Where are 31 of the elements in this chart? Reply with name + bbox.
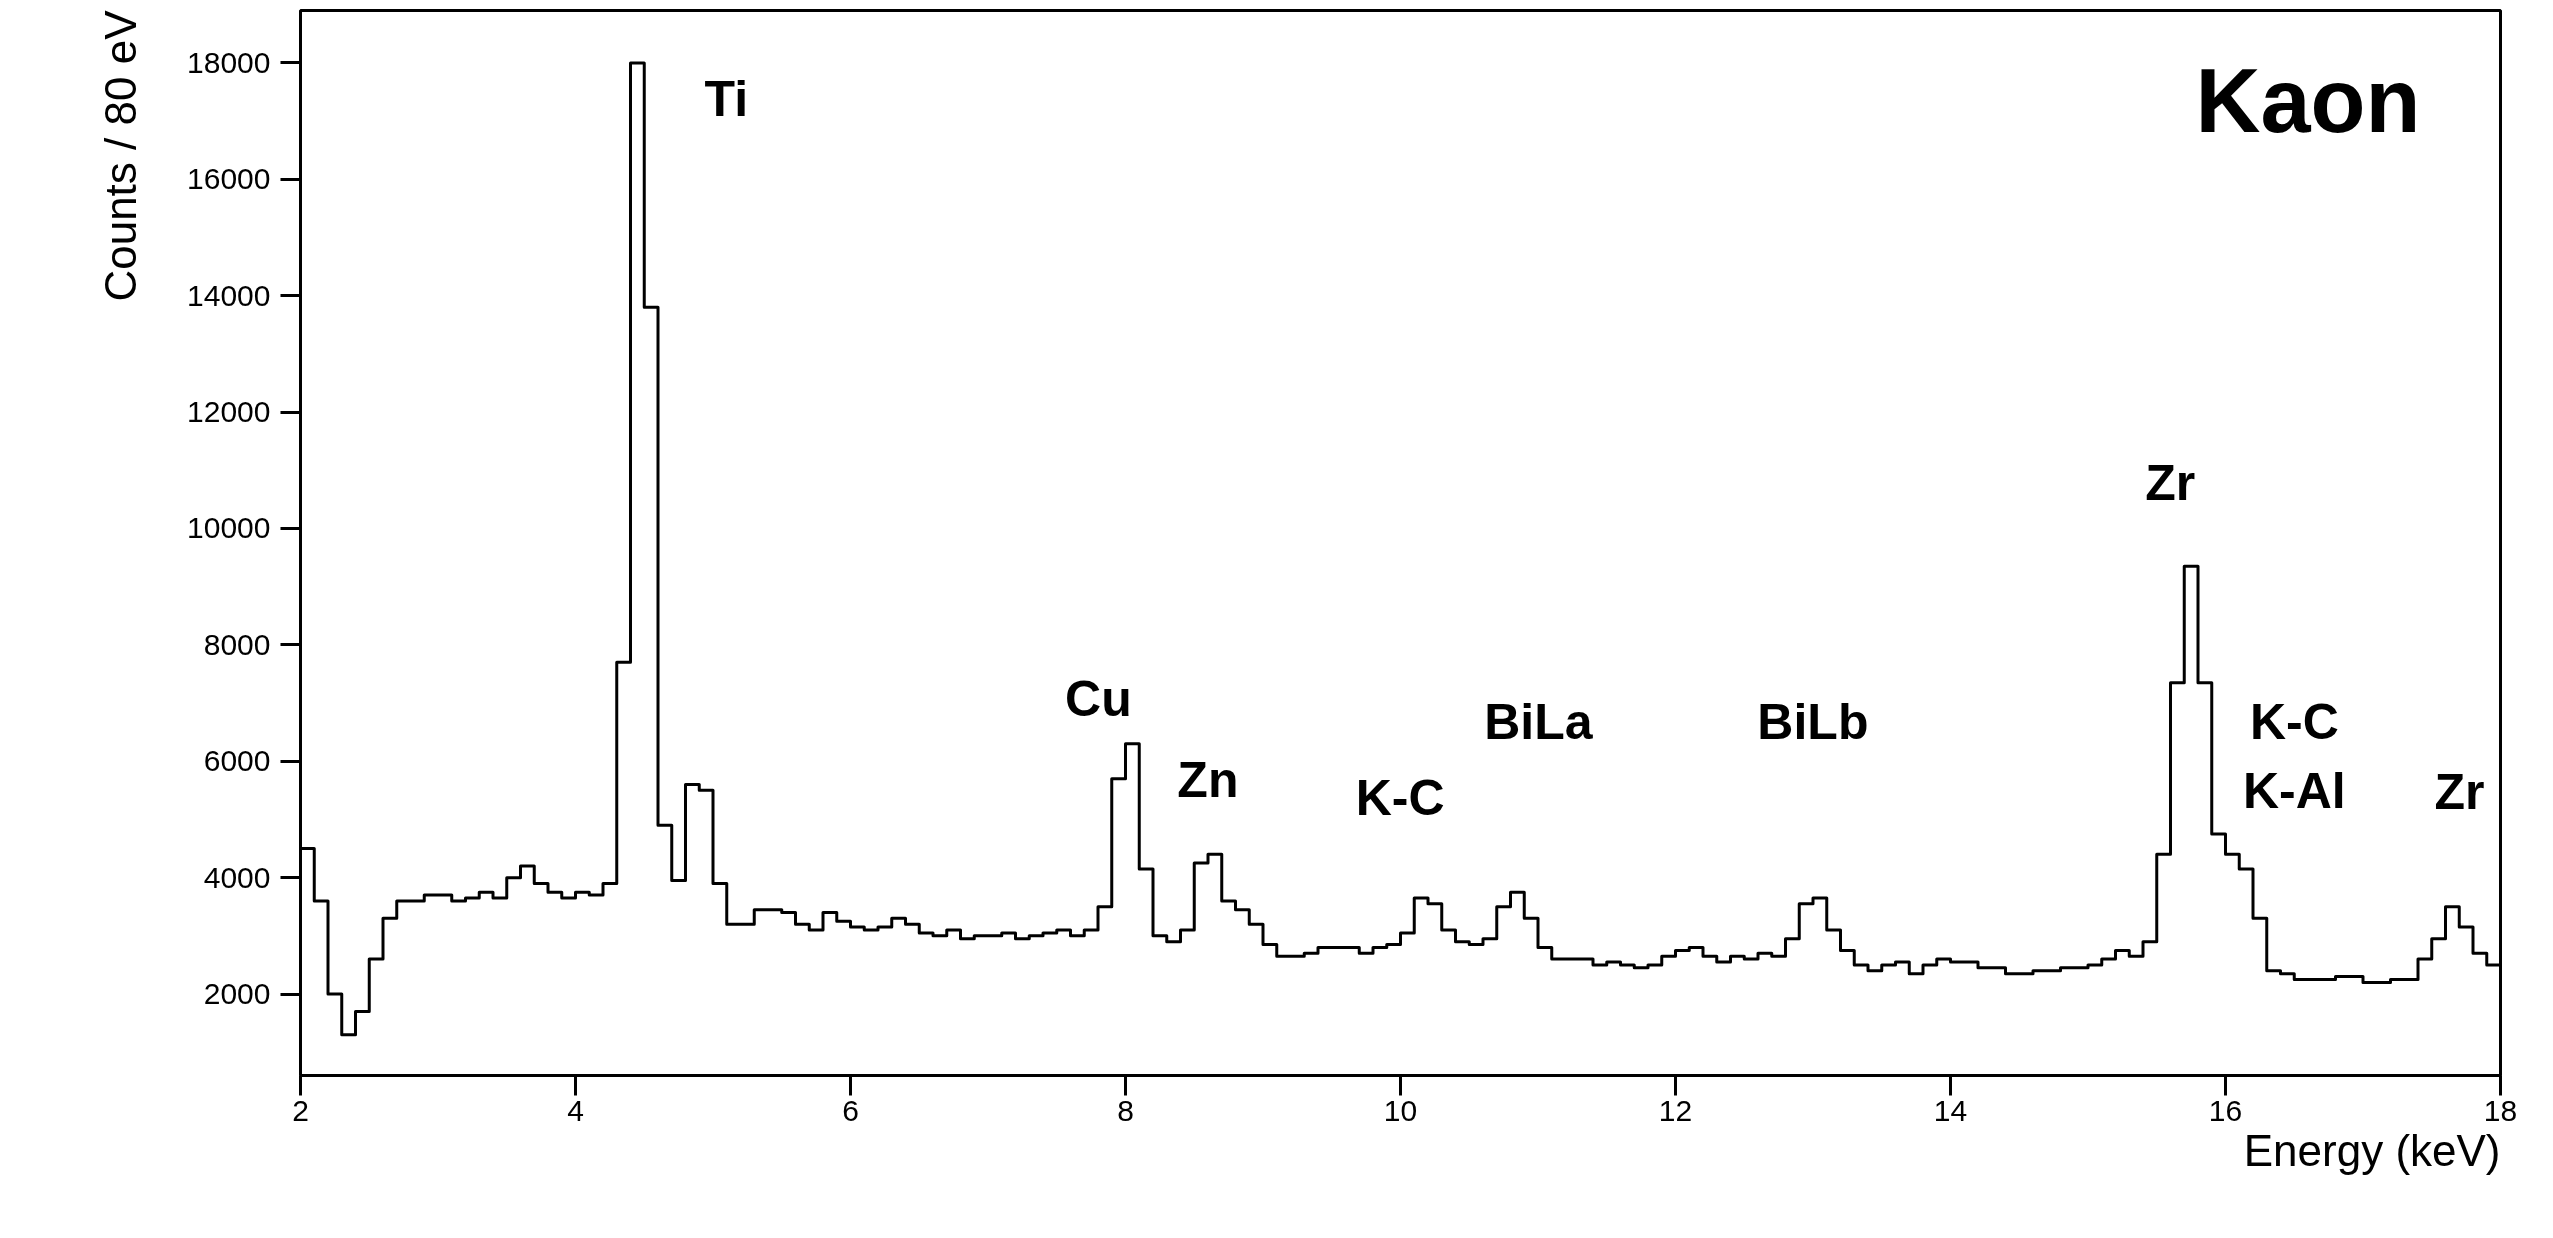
x-tick-label: 2 xyxy=(292,1093,309,1127)
annotation: Zn xyxy=(1177,752,1239,809)
annotation: Cu xyxy=(1065,670,1132,727)
y-tick-label: 18000 xyxy=(187,45,271,79)
annotation: BiLb xyxy=(1757,694,1869,750)
y-tick-label: 2000 xyxy=(203,977,271,1011)
annotation: Zr xyxy=(2434,763,2485,820)
y-tick-label: 14000 xyxy=(187,278,271,312)
y-tick-label: 8000 xyxy=(203,627,271,661)
x-tick-label: 4 xyxy=(567,1093,584,1127)
annotation: Zr xyxy=(2145,455,2196,512)
annotation: K-C xyxy=(2249,694,2339,751)
annotation: Ti xyxy=(704,70,749,127)
x-tick-label: 16 xyxy=(2208,1093,2243,1127)
annotation: K-Al xyxy=(2243,763,2346,820)
x-tick-label: 14 xyxy=(1933,1093,1968,1127)
annotation: Kaon xyxy=(2195,50,2421,151)
y-tick-label: 4000 xyxy=(203,860,271,894)
annotation: BiLa xyxy=(1484,694,1594,751)
x-tick-label: 12 xyxy=(1658,1093,1693,1127)
y-tick-label: 10000 xyxy=(187,511,271,545)
y-tick-label: 16000 xyxy=(187,162,271,196)
x-tick-label: 6 xyxy=(842,1093,859,1127)
y-axis-title: Counts / 80 eV xyxy=(95,9,145,302)
y-tick-label: 12000 xyxy=(187,395,271,429)
y-tick-label: 6000 xyxy=(203,744,271,778)
x-tick-label: 8 xyxy=(1117,1093,1134,1127)
x-tick-label: 10 xyxy=(1383,1093,1418,1127)
x-tick-label: 18 xyxy=(2483,1093,2518,1127)
annotation: K-C xyxy=(1355,770,1445,826)
x-axis-title: Energy (keV) xyxy=(2243,1125,2501,1175)
